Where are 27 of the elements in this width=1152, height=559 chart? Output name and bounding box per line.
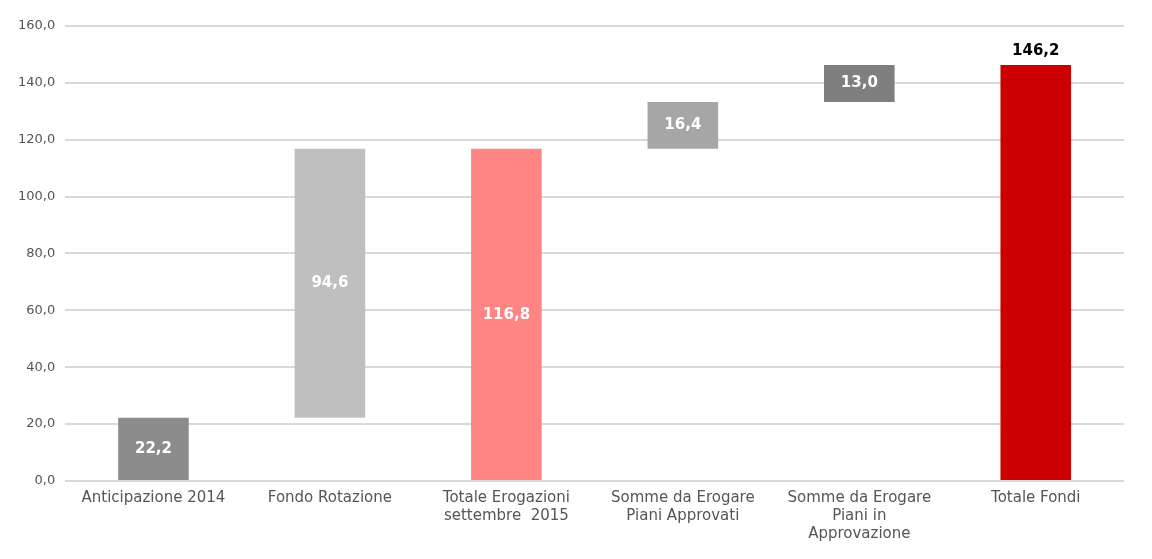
y-tick-label: 0,0 xyxy=(34,472,56,488)
bar xyxy=(118,417,189,480)
bar xyxy=(294,148,366,418)
y-tick-label: 60,0 xyxy=(26,301,56,317)
x-tick-label: Somme da Erogare Piani Approvati xyxy=(611,487,755,524)
data-label: 13,0 xyxy=(840,73,878,92)
x-tick-label: Fondo Rotazione xyxy=(267,487,393,506)
y-tick-label: 20,0 xyxy=(26,415,56,431)
bar xyxy=(1000,65,1072,480)
y-tick-label: 160,0 xyxy=(18,17,56,33)
data-label: 116,8 xyxy=(482,304,531,323)
y-tick-label: 80,0 xyxy=(26,244,56,260)
data-label: 146,2 xyxy=(1012,41,1060,60)
x-tick-label: Anticipazione 2014 xyxy=(81,487,226,506)
y-tick-label: 140,0 xyxy=(18,74,56,90)
bar xyxy=(471,148,542,480)
data-label: 16,4 xyxy=(664,115,702,134)
y-tick-label: 40,0 xyxy=(26,358,56,374)
y-tick-label: 100,0 xyxy=(18,187,56,203)
bar xyxy=(824,65,895,103)
x-tick-label: Totale Fondi xyxy=(990,487,1081,506)
data-label: 94,6 xyxy=(311,273,349,292)
x-tick-label: Totale Erogazioni settembre 2015 xyxy=(441,487,570,524)
data-label: 22,2 xyxy=(134,439,172,458)
bar xyxy=(647,102,719,149)
y-tick-label: 120,0 xyxy=(18,130,56,146)
x-tick-label: Somme da Erogare Piani in Approvazione xyxy=(787,487,932,542)
